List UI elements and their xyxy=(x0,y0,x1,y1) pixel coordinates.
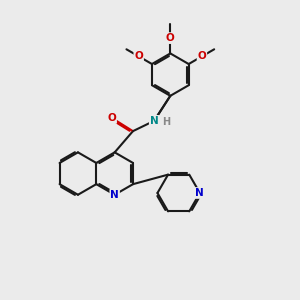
Text: N: N xyxy=(196,188,204,198)
Text: O: O xyxy=(198,51,206,62)
Text: O: O xyxy=(134,51,143,62)
Text: N: N xyxy=(150,116,158,126)
Text: N: N xyxy=(110,190,119,200)
Text: O: O xyxy=(107,113,116,123)
Text: H: H xyxy=(162,117,170,127)
Text: O: O xyxy=(166,33,175,43)
